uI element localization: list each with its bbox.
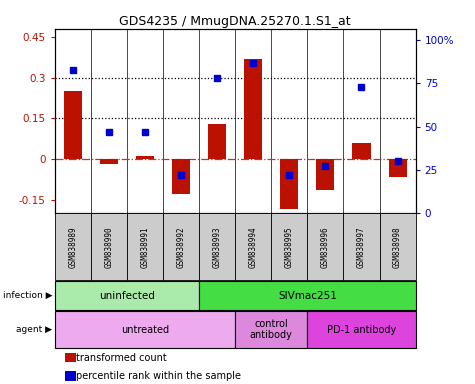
Text: GSM838996: GSM838996	[321, 226, 330, 268]
Bar	[172, 159, 190, 194]
Text: GSM838997: GSM838997	[357, 226, 366, 268]
Text: percentile rank within the sample: percentile rank within the sample	[76, 371, 241, 381]
Text: GSM838992: GSM838992	[177, 226, 185, 268]
Text: GSM838998: GSM838998	[393, 226, 402, 268]
Bar	[316, 159, 334, 190]
Text: GSM838995: GSM838995	[285, 226, 294, 268]
Bar	[244, 59, 262, 159]
Text: GSM838989: GSM838989	[68, 226, 77, 268]
Bar	[64, 91, 82, 159]
Text: transformed count: transformed count	[76, 353, 167, 362]
Bar	[389, 159, 407, 177]
Bar	[136, 156, 154, 159]
Bar	[280, 159, 298, 209]
Bar	[352, 142, 370, 159]
Text: uninfected: uninfected	[99, 291, 155, 301]
Title: GDS4235 / MmugDNA.25270.1.S1_at: GDS4235 / MmugDNA.25270.1.S1_at	[119, 15, 351, 28]
Text: SIVmac251: SIVmac251	[278, 291, 337, 301]
Text: GSM838994: GSM838994	[249, 226, 257, 268]
Text: GSM838990: GSM838990	[104, 226, 113, 268]
Bar	[208, 124, 226, 159]
Text: GSM838993: GSM838993	[213, 226, 221, 268]
Text: agent ▶: agent ▶	[16, 325, 52, 334]
Text: infection ▶: infection ▶	[3, 291, 52, 300]
Text: GSM838991: GSM838991	[141, 226, 149, 268]
Text: untreated: untreated	[121, 324, 169, 335]
Text: control
antibody: control antibody	[250, 319, 293, 341]
Bar	[100, 159, 118, 164]
Text: PD-1 antibody: PD-1 antibody	[327, 324, 396, 335]
